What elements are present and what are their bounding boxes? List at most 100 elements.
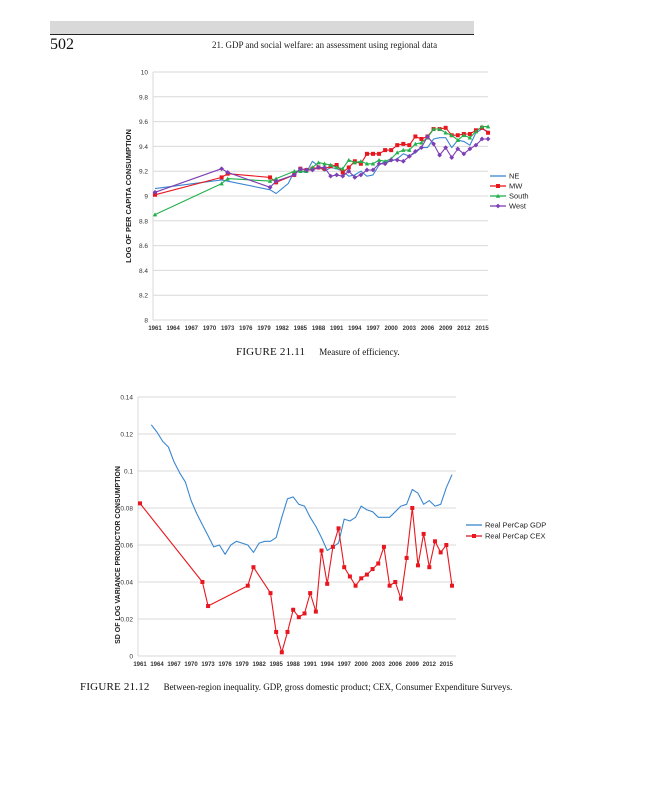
data-point — [393, 580, 398, 584]
data-point — [245, 583, 250, 588]
y-tick-label: 9.8 — [139, 94, 148, 101]
x-tick-label: 1988 — [286, 662, 300, 668]
x-tick-label: 1991 — [330, 326, 344, 332]
data-point — [328, 173, 334, 179]
x-tick-label: 1997 — [338, 662, 352, 668]
y-tick-label: 0.08 — [120, 506, 133, 513]
data-point — [342, 565, 347, 570]
data-point — [389, 148, 394, 153]
data-point — [225, 176, 230, 181]
series-real-percap-gdp — [150, 424, 453, 555]
x-tick-label: 2009 — [406, 662, 420, 668]
data-point — [310, 165, 315, 170]
legend-marker — [472, 534, 476, 538]
data-point — [400, 158, 406, 164]
data-point — [358, 159, 364, 164]
data-point — [382, 159, 388, 164]
data-point — [219, 181, 224, 186]
data-point — [407, 143, 412, 148]
data-point — [461, 133, 467, 138]
data-point — [303, 167, 309, 173]
x-tick-label: 2009 — [439, 326, 453, 332]
x-tick-label: 2006 — [389, 662, 403, 668]
x-tick-label: 2003 — [403, 326, 417, 332]
x-tick-label: 1982 — [275, 326, 289, 332]
data-point — [401, 141, 406, 146]
data-point — [152, 212, 158, 217]
x-tick-label: 1964 — [150, 662, 164, 668]
running-head: 21. GDP and social welfare: an assessmen… — [212, 40, 438, 50]
x-tick-label: 1970 — [203, 326, 217, 332]
legend-label: Real PerCap CEX — [485, 532, 545, 541]
data-point — [273, 176, 279, 181]
x-tick-label: 1982 — [252, 662, 266, 668]
data-point — [443, 145, 449, 151]
data-point — [450, 583, 454, 588]
data-point — [438, 550, 443, 555]
data-point — [279, 650, 284, 655]
data-point — [353, 583, 358, 588]
data-point — [412, 148, 418, 154]
x-tick-label: 2000 — [384, 326, 398, 332]
x-tick-label: 1979 — [235, 662, 249, 668]
data-point — [364, 161, 370, 166]
data-point — [322, 165, 327, 170]
data-point — [328, 162, 333, 167]
y-tick-label: 9.4 — [139, 144, 148, 151]
x-tick-label: 1976 — [239, 326, 253, 332]
data-point — [486, 130, 491, 135]
data-point — [352, 175, 358, 180]
data-point — [268, 591, 273, 596]
data-point — [346, 157, 351, 162]
chart1-y-tick-labels: 8 8.2 8.4 8.6 8.8 9 9.2 9.4 9.6 9.8 10 — [139, 70, 148, 325]
data-point — [443, 125, 448, 130]
data-point — [152, 189, 158, 195]
x-tick-label: 2006 — [421, 326, 435, 332]
y-tick-label: 8 — [144, 318, 148, 325]
legend-item: MW — [490, 182, 523, 191]
data-point — [479, 136, 485, 142]
data-point — [296, 615, 301, 620]
data-point — [268, 175, 273, 180]
data-point — [444, 543, 449, 547]
data-point — [219, 175, 224, 180]
running-header-bar — [50, 21, 474, 35]
data-point — [292, 169, 297, 173]
data-point — [383, 148, 388, 153]
data-point — [352, 160, 358, 165]
legend-item: Real PerCap GDP — [466, 521, 546, 530]
y-tick-label: 10 — [141, 70, 149, 77]
data-point — [347, 574, 352, 579]
chart2-y-tick-labels: 0 0.02 0.04 0.06 0.08 0.1 0.12 0.14 — [120, 395, 133, 661]
data-point — [358, 161, 363, 166]
figure-label: FIGURE 21.11 — [236, 346, 306, 358]
x-tick-label: 1994 — [348, 326, 362, 332]
x-tick-label: 1973 — [221, 326, 235, 332]
y-tick-label: 8.8 — [139, 218, 148, 225]
chart2-y-axis-label: SD OF LOG VARIANCE PRODUCTOR CONSUMPTION — [115, 466, 122, 644]
data-point — [319, 548, 324, 553]
figure-caption-text: Between-region inequality. GDP, gross do… — [163, 682, 513, 692]
x-tick-label: 2015 — [440, 662, 454, 668]
data-point — [330, 544, 335, 549]
x-tick-label: 1973 — [201, 662, 215, 668]
data-point — [388, 157, 394, 163]
y-tick-label: 9.6 — [139, 119, 148, 126]
data-point — [431, 126, 436, 131]
x-tick-label: 1994 — [321, 662, 335, 668]
x-tick-label: 2000 — [355, 662, 369, 668]
data-point — [364, 167, 370, 173]
data-point — [437, 126, 442, 131]
y-tick-label: 0 — [129, 654, 133, 661]
data-point — [473, 129, 479, 134]
series-line — [139, 503, 453, 653]
data-point — [419, 140, 424, 145]
chart1-series — [152, 124, 491, 217]
legend-marker — [495, 203, 501, 209]
chart2-x-tick-labels: 1961 1964 1967 1970 1973 1976 1979 1982 1985 1988… — [133, 662, 453, 668]
data-point — [395, 150, 400, 155]
data-point — [427, 565, 432, 570]
x-tick-label: 1967 — [185, 326, 199, 332]
